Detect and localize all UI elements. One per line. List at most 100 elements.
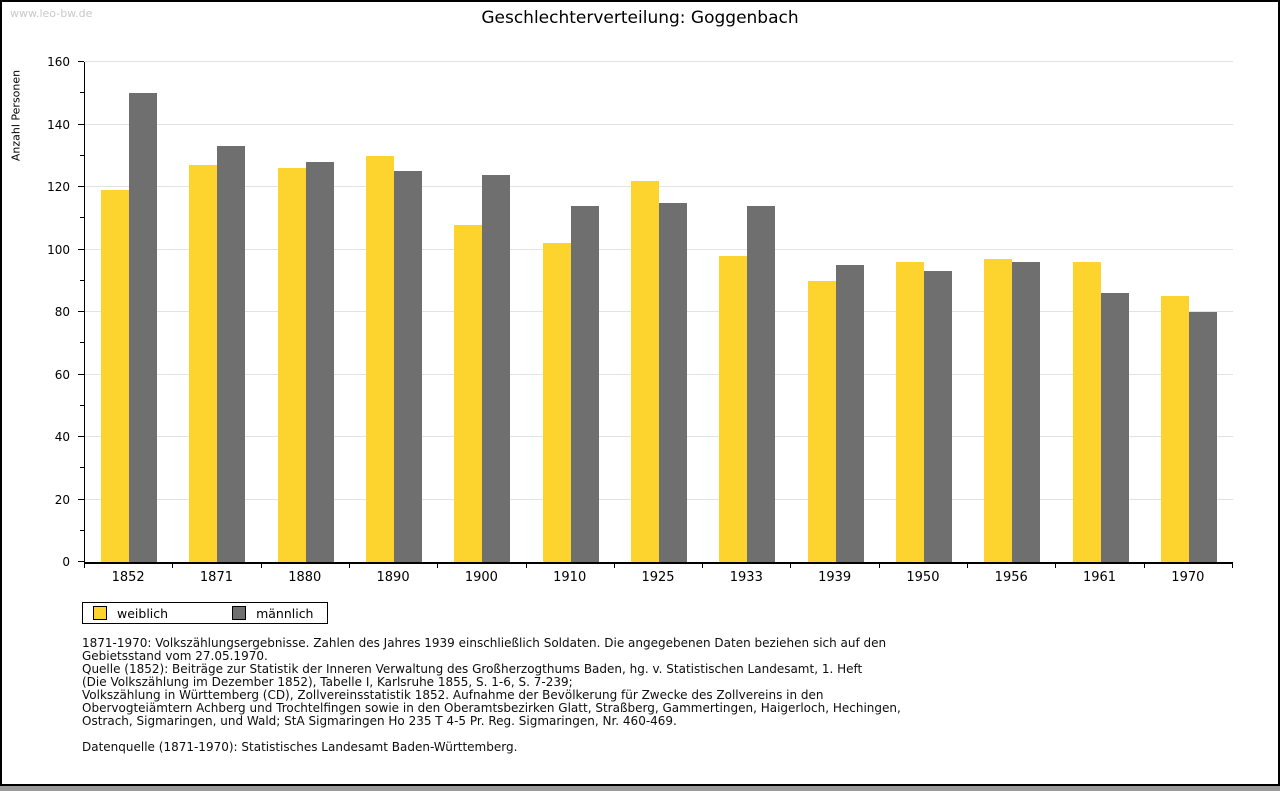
weiblich-swatch <box>93 606 107 620</box>
y-major-tick-0 <box>78 561 84 562</box>
y-major-tick-80 <box>78 311 84 312</box>
footnote-line: Gebietsstand vom 27.05.1970. <box>82 649 268 663</box>
legend: weiblich männlich <box>82 602 329 624</box>
y-major-tick-20 <box>78 498 84 500</box>
y-major-tick-60 <box>78 373 84 375</box>
bar-männlich-1950 <box>923 271 952 562</box>
footnote-line: Obervogteiämtern Achberg und Trochtelfin… <box>82 701 901 715</box>
footnote-line: Volkszählung in Württemberg (CD), Zollve… <box>82 688 824 702</box>
x-tick-label-1970: 1970 <box>1171 570 1205 585</box>
y-tick-label-160: 160 <box>47 55 70 69</box>
footnotes: 1871-1970: Volkszählungsergebnisse. Zahl… <box>82 637 901 754</box>
bar-weiblich-1925 <box>631 180 659 562</box>
bar-männlich-1910 <box>570 205 599 562</box>
x-tick-label-1933: 1933 <box>729 570 763 585</box>
bar-männlich-1890 <box>394 171 423 562</box>
y-tick-label-20: 20 <box>54 492 70 507</box>
bar-männlich-1871 <box>217 146 246 562</box>
x-tick-6 <box>613 562 615 568</box>
bar-männlich-1852 <box>129 93 158 562</box>
x-tick-4 <box>437 562 439 568</box>
x-tick-9 <box>878 562 880 568</box>
bar-männlich-1900 <box>482 174 511 562</box>
footnote-line: 1871-1970: Volkszählungsergebnisse. Zahl… <box>82 636 887 650</box>
x-tick-label-1871: 1871 <box>199 570 233 585</box>
bar-männlich-1925 <box>659 202 687 562</box>
x-tick-11 <box>1055 562 1057 568</box>
y-tick-label-140: 140 <box>47 117 70 132</box>
footnote-line: (Die Volkszählung im Dezember 1852), Tab… <box>82 675 573 689</box>
bar-männlich-1939 <box>835 265 864 562</box>
x-tick-1 <box>172 562 174 568</box>
bar-männlich-1956 <box>1012 262 1041 562</box>
y-minor-tick-10 <box>80 529 84 531</box>
legend-label-weiblich: weiblich <box>117 605 169 621</box>
x-tick-3 <box>348 562 350 568</box>
y-minor-tick-30 <box>80 467 84 469</box>
bar-weiblich-1852 <box>101 190 130 562</box>
x-tick-10 <box>967 562 969 568</box>
y-tick-label-120: 120 <box>47 180 70 194</box>
watermark: www.leo-bw.de <box>10 7 93 20</box>
y-tick-label-80: 80 <box>54 305 70 319</box>
maennlich-swatch <box>232 606 247 620</box>
y-minor-tick-110 <box>80 217 84 219</box>
y-tick-label-100: 100 <box>47 242 70 257</box>
bar-weiblich-1970 <box>1160 296 1189 562</box>
bar-männlich-1933 <box>747 205 776 562</box>
y-major-tick-120 <box>78 186 84 187</box>
y-minor-tick-50 <box>80 404 84 406</box>
legend-label-maennlich: männlich <box>256 605 314 621</box>
bar-weiblich-1950 <box>895 262 924 562</box>
bar-männlich-1880 <box>305 162 334 562</box>
footnote-line: Ostrach, Sigmaringen, und Wald; StA Sigm… <box>82 714 677 728</box>
x-tick-7 <box>702 562 704 568</box>
x-tick-label-1961: 1961 <box>1082 570 1117 585</box>
y-minor-tick-150 <box>80 92 84 94</box>
x-tick-label-1910: 1910 <box>553 570 587 585</box>
bar-weiblich-1939 <box>807 280 836 562</box>
bar-weiblich-1933 <box>719 255 748 562</box>
x-tick-label-1880: 1880 <box>288 570 322 585</box>
y-tick-label-60: 60 <box>54 367 70 382</box>
x-tick-label-1950: 1950 <box>906 570 940 585</box>
y-minor-tick-70 <box>80 342 84 344</box>
x-tick-label-1890: 1890 <box>376 570 410 585</box>
x-tick-label-1852: 1852 <box>111 570 145 585</box>
bar-männlich-1970 <box>1188 312 1217 562</box>
x-tick-12 <box>1143 562 1145 568</box>
window-shadow <box>0 786 1280 791</box>
plot-area <box>78 61 1233 568</box>
y-minor-tick-90 <box>80 279 84 281</box>
footnote-line: Quelle (1852): Beiträge zur Statistik de… <box>82 662 863 676</box>
y-axis-label: Anzahl Personen <box>9 69 23 162</box>
gridline-140 <box>85 123 1233 125</box>
bar-weiblich-1880 <box>277 168 306 562</box>
x-tick-5 <box>525 562 527 568</box>
x-tick-label-1956: 1956 <box>994 570 1028 585</box>
x-tick-0 <box>84 562 85 568</box>
bar-weiblich-1890 <box>366 155 395 562</box>
x-tick-13 <box>1232 562 1233 568</box>
bar-weiblich-1961 <box>1072 262 1101 562</box>
gridline-160 <box>85 61 1233 62</box>
x-tick-2 <box>260 562 262 568</box>
gridline-120 <box>85 186 1233 187</box>
x-tick-label-1939: 1939 <box>818 570 852 585</box>
y-major-tick-40 <box>78 436 84 437</box>
bar-weiblich-1956 <box>984 258 1013 562</box>
y-tick-label-40: 40 <box>54 430 70 444</box>
y-major-tick-140 <box>78 123 84 125</box>
y-major-tick-160 <box>78 61 84 62</box>
chart-title: Geschlechterverteilung: Goggenbach <box>481 8 799 28</box>
x-tick-label-1900: 1900 <box>464 570 498 585</box>
x-tick-8 <box>790 562 792 568</box>
x-tick-label-1925: 1925 <box>641 570 675 585</box>
y-minor-tick-130 <box>80 154 84 156</box>
bar-weiblich-1900 <box>454 224 483 562</box>
y-major-tick-100 <box>78 248 84 250</box>
bar-weiblich-1910 <box>542 243 571 562</box>
bar-weiblich-1871 <box>189 165 218 562</box>
bar-männlich-1961 <box>1100 293 1129 562</box>
